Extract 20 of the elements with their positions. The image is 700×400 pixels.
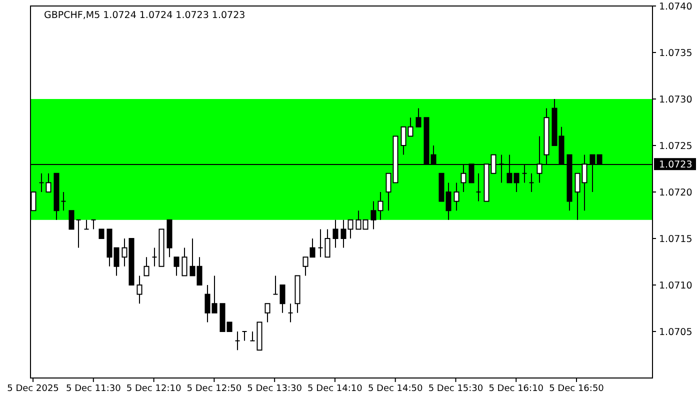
x-tick-label: 5 Dec 14:50: [368, 384, 424, 394]
x-tick-label: 5 Dec 11:30: [66, 384, 122, 394]
x-tick-label: 5 Dec 15:30: [428, 384, 484, 394]
x-tick-label: 5 Dec 12:10: [126, 384, 182, 394]
x-tick-label: 5 Dec 2025: [7, 384, 59, 394]
x-tick-label: 5 Dec 13:30: [247, 384, 302, 394]
y-tick-label: 1.0715: [659, 234, 692, 245]
x-tick-label: 5 Dec 12:50: [186, 384, 242, 394]
y-tick-label: 1.0705: [659, 326, 692, 338]
y-tick-label: 1.0725: [659, 140, 692, 152]
x-tick-label: 5 Dec 14:10: [308, 384, 363, 394]
y-tick-label: 1.0740: [659, 1, 692, 12]
x-tick-label: 5 Dec 16:10: [488, 384, 544, 394]
chart-title: GBPCHF,M5 1.0724 1.0724 1.0723 1.0723: [44, 10, 246, 21]
ref-line-label: 1.0723: [659, 159, 692, 170]
y-tick-label: 1.0730: [659, 94, 692, 106]
y-tick-label: 1.0720: [659, 187, 692, 198]
y-tick-label: 1.0735: [659, 48, 692, 59]
y-tick-label: 1.0710: [659, 280, 692, 292]
x-tick-label: 5 Dec 16:50: [549, 384, 604, 394]
